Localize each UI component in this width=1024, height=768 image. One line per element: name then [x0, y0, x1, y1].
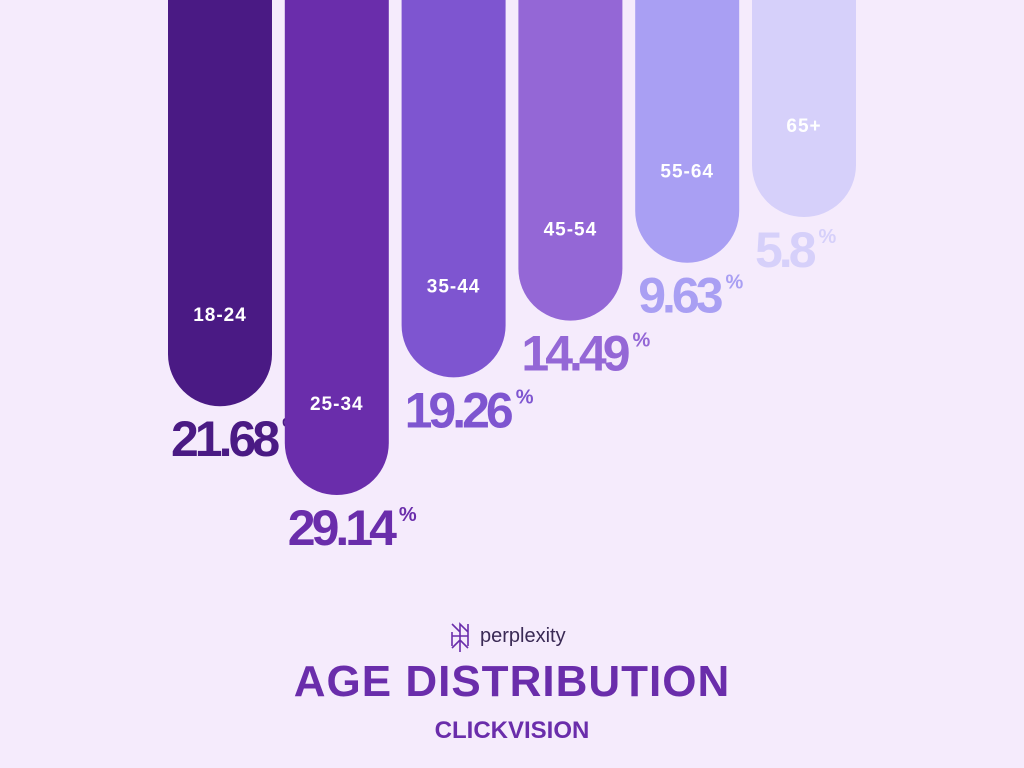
- category-label: 55-64: [660, 162, 714, 183]
- value-label: 9.63%: [638, 268, 743, 324]
- value-number: 29.14: [288, 500, 397, 556]
- chart-title: AGE DISTRIBUTION: [294, 657, 730, 706]
- bar: [168, 0, 272, 407]
- category-label: 25-34: [310, 394, 364, 415]
- category-label: 65+: [786, 116, 821, 137]
- category-label: 45-54: [544, 220, 598, 241]
- value-number: 19.26: [405, 382, 512, 438]
- value-label: 5.8%: [755, 222, 837, 278]
- value-unit: %: [633, 330, 651, 352]
- bar: [752, 0, 856, 218]
- bar: [635, 0, 740, 263]
- value-label: 19.26%: [405, 382, 534, 438]
- value-number: 9.63: [638, 268, 722, 324]
- value-unit: %: [399, 504, 417, 526]
- bar: [518, 0, 623, 321]
- value-number: 21.68: [171, 411, 279, 467]
- value-number: 14.49: [521, 326, 628, 382]
- value-unit: %: [819, 226, 837, 248]
- bar: [284, 0, 389, 496]
- value-number: 5.8: [755, 222, 816, 278]
- value-label: 14.49%: [521, 326, 650, 382]
- value-label: 29.14%: [288, 500, 417, 556]
- perplexity-icon: [451, 622, 469, 652]
- value-unit: %: [726, 272, 744, 294]
- top-logo: perplexity: [480, 625, 566, 647]
- bar: [401, 0, 506, 378]
- bottom-logo: CLICKVISION: [435, 717, 590, 744]
- value-unit: %: [516, 386, 534, 408]
- category-label: 18-24: [193, 305, 247, 326]
- category-label: 35-44: [427, 276, 481, 297]
